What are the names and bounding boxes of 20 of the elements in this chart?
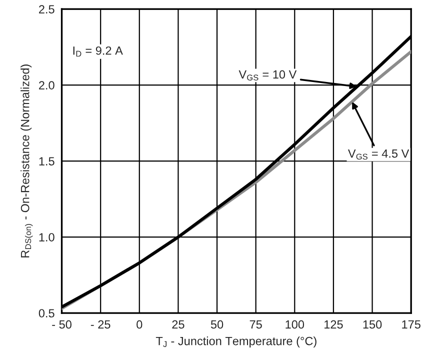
y-axis-title: R$_{DS(on)}$ - On-Resistance (Normalized) [20,64,33,258]
annotation: V$_{GS}$ = 4.5 V [348,149,410,160]
x-tick-label: - 25 [90,320,110,329]
x-tick-label: 0 [136,320,142,329]
y-tick-label: 2.0 [39,81,54,90]
x-tick-label: - 50 [52,320,72,329]
x-tick-label: 75 [250,320,262,329]
y-tick-label: 1.0 [39,233,54,242]
x-tick-label: 50 [210,320,224,329]
x-tick-label: 150 [363,320,382,329]
x-tick-label: 100 [286,320,304,329]
annotation: I$_{D}$ = 9.2 A [73,46,123,57]
y-tick-label: 1.5 [39,157,54,166]
x-axis-title: T$_{J}$ - Junction Temperature (°C) [156,336,316,348]
x-tick-label: 125 [324,320,343,329]
y-tick-label: 2.5 [39,5,54,14]
x-tick-label: 175 [402,320,420,329]
x-tick-label: 25 [172,320,184,329]
y-tick-label: 0.5 [38,309,54,318]
annotation: V$_{GS}$ = 10 V [238,70,297,80]
